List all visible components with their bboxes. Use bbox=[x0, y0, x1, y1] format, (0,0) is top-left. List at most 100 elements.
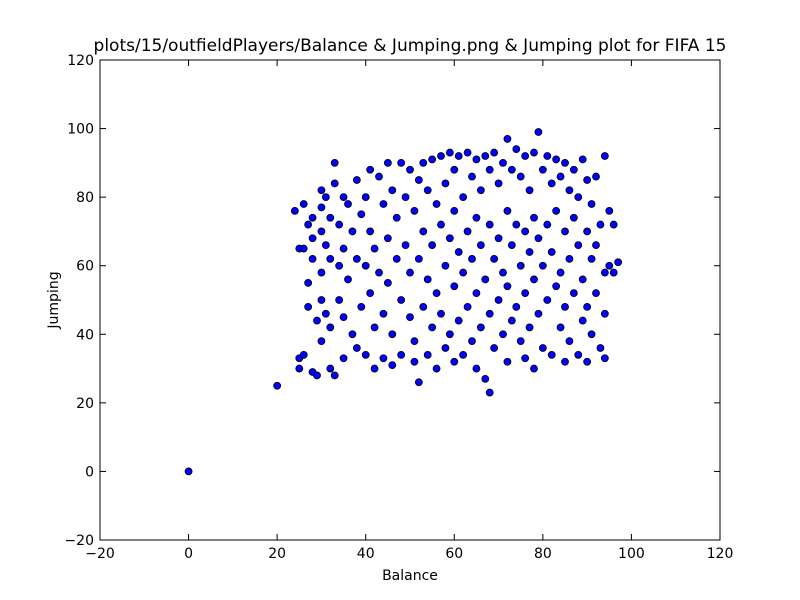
data-point bbox=[583, 302, 592, 311]
data-point bbox=[507, 241, 516, 250]
y-tick-label: 60 bbox=[76, 259, 94, 275]
data-point bbox=[335, 220, 344, 229]
data-point bbox=[361, 350, 370, 359]
x-tick-label: 0 bbox=[184, 546, 193, 562]
data-point bbox=[321, 241, 330, 250]
data-point bbox=[503, 357, 512, 366]
plot-frame bbox=[99, 59, 721, 541]
data-point bbox=[304, 278, 313, 287]
data-point bbox=[485, 388, 494, 397]
data-point bbox=[525, 248, 534, 256]
data-point bbox=[587, 254, 596, 263]
data-point bbox=[538, 344, 547, 352]
data-point bbox=[441, 179, 450, 188]
data-point bbox=[503, 134, 512, 143]
x-tick-label: 40 bbox=[357, 546, 375, 562]
data-point bbox=[605, 206, 614, 215]
data-point bbox=[459, 268, 468, 277]
data-point bbox=[361, 193, 370, 202]
data-point bbox=[499, 268, 507, 277]
data-point bbox=[397, 158, 406, 167]
data-points-group bbox=[184, 128, 623, 476]
data-point bbox=[574, 350, 583, 359]
data-point bbox=[419, 158, 428, 167]
data-point bbox=[578, 316, 587, 325]
data-point bbox=[445, 330, 454, 339]
data-point bbox=[423, 275, 432, 284]
data-point bbox=[463, 148, 472, 157]
data-point bbox=[450, 282, 459, 291]
data-point bbox=[352, 344, 361, 352]
data-point bbox=[450, 206, 459, 215]
data-point bbox=[304, 220, 313, 229]
data-point bbox=[441, 261, 450, 270]
x-tick-label: 60 bbox=[445, 546, 463, 562]
data-point bbox=[468, 172, 476, 181]
data-point bbox=[352, 254, 361, 263]
data-point bbox=[569, 289, 578, 298]
data-point bbox=[481, 275, 490, 284]
data-point bbox=[313, 316, 321, 325]
data-point bbox=[352, 176, 361, 184]
data-point bbox=[485, 220, 494, 229]
data-point bbox=[406, 165, 414, 174]
data-point bbox=[587, 330, 596, 339]
data-point bbox=[317, 227, 326, 236]
data-point bbox=[565, 337, 574, 346]
data-point bbox=[392, 254, 401, 263]
x-axis-ticks: −20 0 20 40 60 80 100 120 bbox=[85, 60, 733, 562]
data-point bbox=[366, 227, 375, 236]
data-point bbox=[437, 152, 445, 160]
data-point bbox=[481, 152, 490, 160]
data-point bbox=[530, 148, 538, 157]
data-point bbox=[317, 186, 326, 195]
data-point bbox=[521, 354, 530, 363]
data-point bbox=[476, 241, 485, 250]
data-point bbox=[503, 282, 512, 291]
data-point bbox=[574, 193, 583, 202]
data-point bbox=[521, 152, 530, 160]
data-point bbox=[308, 234, 317, 243]
data-point bbox=[383, 158, 392, 167]
data-point bbox=[317, 296, 326, 304]
data-point bbox=[600, 268, 609, 277]
data-point bbox=[592, 241, 600, 250]
data-point bbox=[445, 148, 454, 157]
data-point bbox=[361, 261, 370, 270]
data-point bbox=[428, 241, 437, 250]
data-point bbox=[600, 309, 609, 318]
data-point bbox=[578, 275, 587, 284]
data-point bbox=[410, 357, 419, 366]
x-tick-label: 80 bbox=[534, 546, 552, 562]
data-point bbox=[583, 227, 592, 236]
data-point bbox=[299, 200, 308, 208]
data-point bbox=[605, 261, 614, 270]
data-point bbox=[552, 206, 561, 215]
data-point bbox=[321, 193, 330, 202]
data-point bbox=[406, 313, 414, 322]
data-point bbox=[308, 254, 317, 263]
y-tick-label: 20 bbox=[76, 396, 94, 412]
data-point bbox=[494, 296, 503, 304]
y-axis-ticks: −20 0 20 40 60 80 100 120 bbox=[64, 53, 720, 549]
data-point bbox=[543, 152, 552, 160]
data-point bbox=[538, 261, 547, 270]
data-point bbox=[317, 203, 326, 212]
data-point bbox=[304, 302, 313, 311]
data-point bbox=[339, 354, 348, 363]
data-point bbox=[463, 227, 472, 236]
data-point bbox=[534, 234, 543, 243]
data-point bbox=[569, 165, 578, 174]
data-point bbox=[379, 200, 388, 208]
data-point bbox=[499, 158, 507, 167]
data-point bbox=[344, 275, 352, 284]
data-point bbox=[339, 193, 348, 202]
data-point bbox=[565, 254, 574, 263]
data-point bbox=[370, 323, 379, 332]
data-point bbox=[437, 309, 445, 318]
data-point bbox=[423, 350, 432, 359]
data-point bbox=[476, 323, 485, 332]
data-point bbox=[472, 213, 481, 222]
data-point bbox=[454, 316, 463, 325]
